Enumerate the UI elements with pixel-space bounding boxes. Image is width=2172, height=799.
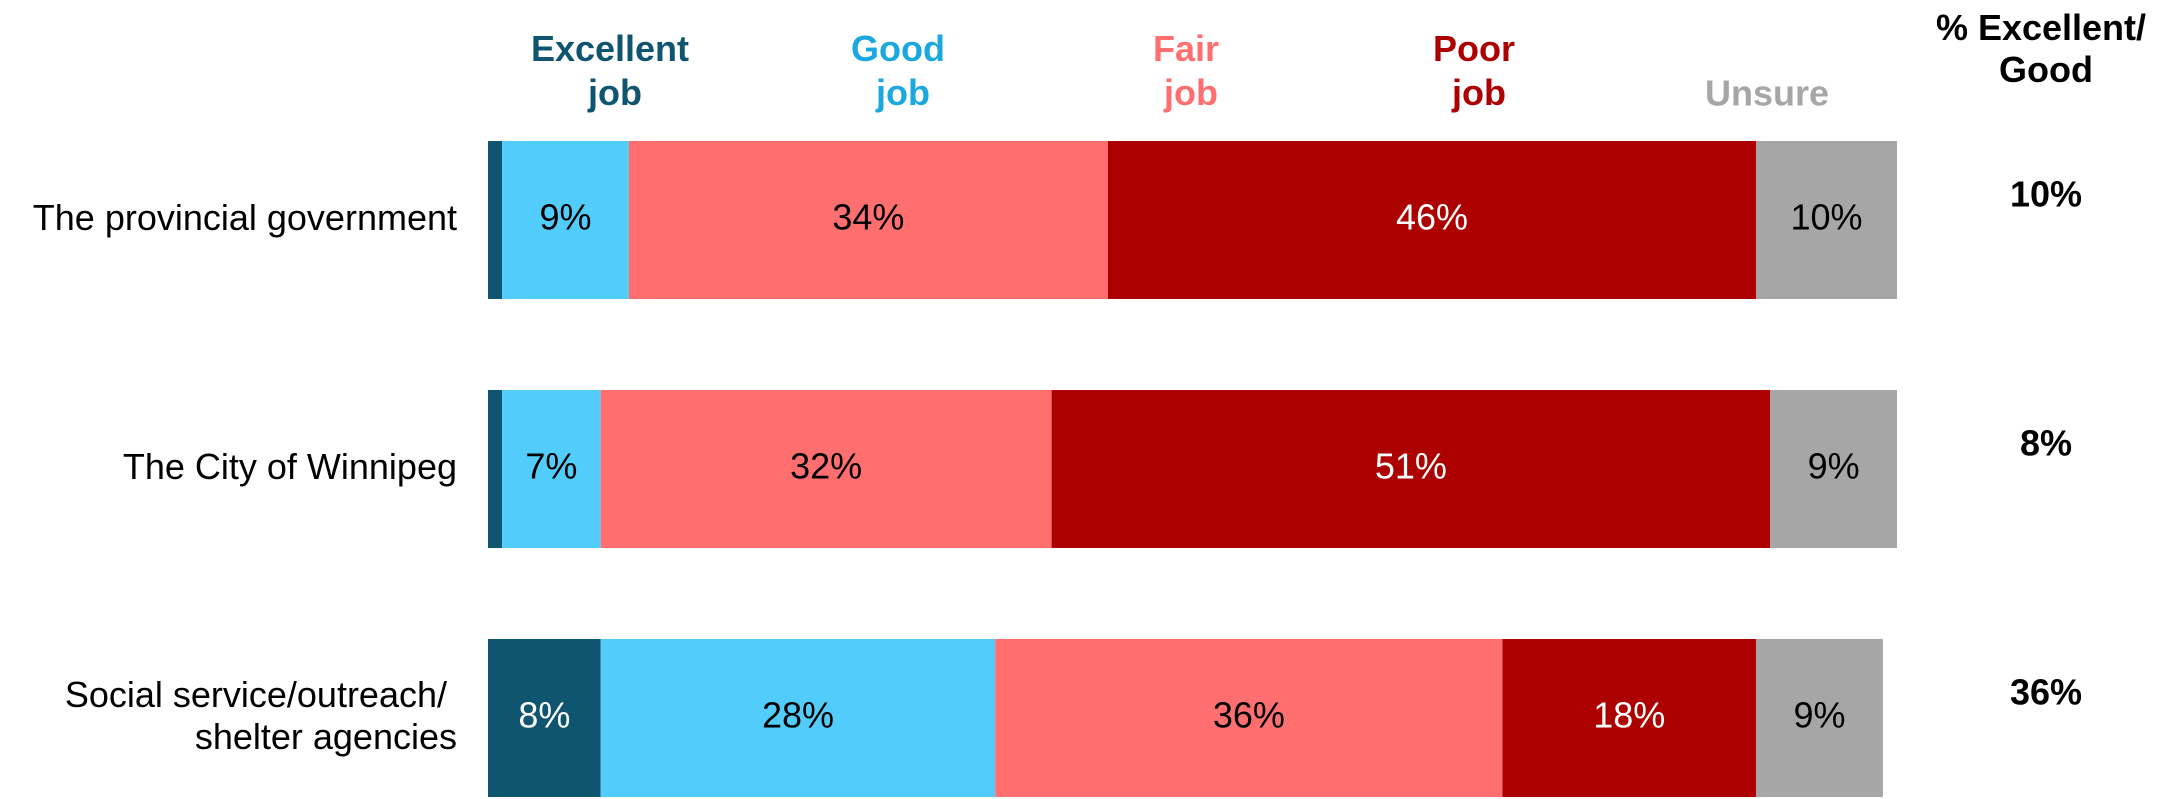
value-label: 9% [1808, 446, 1860, 487]
legend-label: Fair job [1153, 28, 1229, 113]
bar-segment [600, 390, 1052, 548]
bar-segment [1051, 390, 1771, 548]
value-label: 46% [1396, 197, 1468, 238]
bar-segment [1756, 141, 1897, 299]
value-label: 7% [525, 446, 577, 487]
summary-value: 8% [2020, 423, 2072, 464]
value-label: 8% [518, 695, 570, 736]
bar-segment [488, 639, 601, 797]
value-label: 18% [1593, 695, 1665, 736]
bar-segment [1756, 639, 1883, 797]
value-label: 28% [762, 695, 834, 736]
value-label: 10% [1791, 197, 1863, 238]
bar-segment [502, 390, 601, 548]
legend-label: Good job [851, 28, 955, 113]
bar-segment [502, 141, 629, 299]
category-label: Social service/outreach/ shelter agencie… [65, 674, 457, 757]
legend-label: Excellent job [531, 28, 699, 113]
bar-segment [600, 639, 996, 797]
summary-title: % Excellent/ Good [1936, 7, 2156, 90]
bar-segment [1502, 639, 1757, 797]
legend-label: Unsure [1705, 73, 1829, 114]
summary-value: 10% [2010, 174, 2082, 215]
value-label: 9% [539, 197, 591, 238]
bar-segment [488, 390, 503, 548]
bar-segment [995, 639, 1503, 797]
bar-segment [488, 141, 503, 299]
bar-segment [1107, 141, 1757, 299]
value-label: 9% [1793, 695, 1845, 736]
category-label: The provincial government [33, 197, 457, 238]
value-label: 51% [1375, 446, 1447, 487]
summary-value: 36% [2010, 672, 2082, 713]
category-label: The City of Winnipeg [123, 446, 457, 487]
value-label: 36% [1213, 695, 1285, 736]
value-label: 32% [790, 446, 862, 487]
legend-label: Poor job [1433, 28, 1525, 113]
bar-segment [1770, 390, 1897, 548]
bar-segment [628, 141, 1108, 299]
value-label: 34% [832, 197, 904, 238]
